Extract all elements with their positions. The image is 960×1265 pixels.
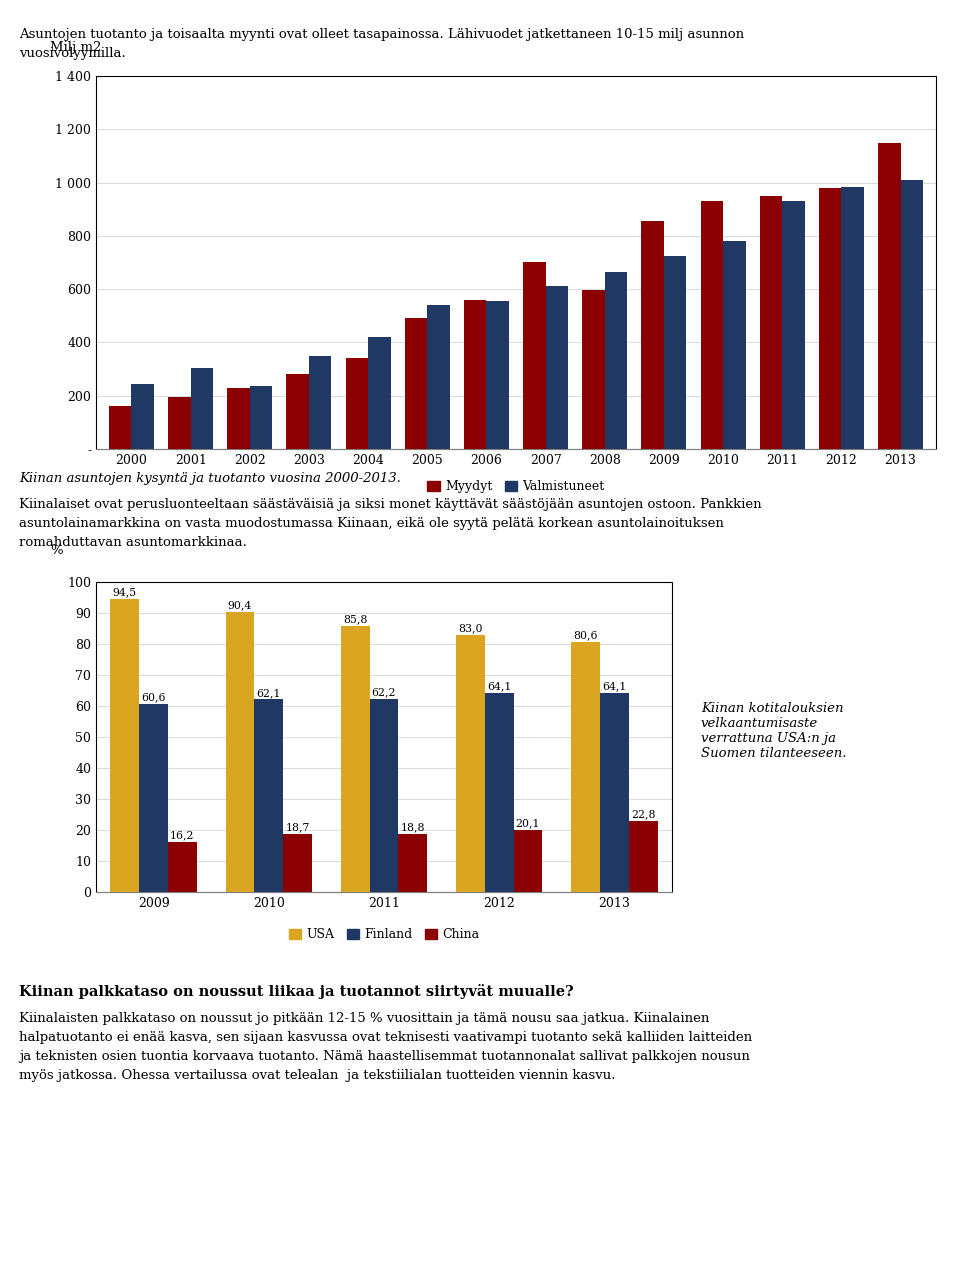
Bar xyxy=(405,319,427,449)
Bar xyxy=(309,355,331,449)
Text: Kiinan palkkataso on noussut liikaa ja tuotannot siirtyvät muualle?: Kiinan palkkataso on noussut liikaa ja t… xyxy=(19,984,574,999)
Bar xyxy=(641,221,664,449)
Text: ja teknisten osien tuontia korvaava tuotanto. Nämä haastellisemmat tuotannonalat: ja teknisten osien tuontia korvaava tuot… xyxy=(19,1050,750,1063)
Bar xyxy=(664,256,686,449)
Text: 18,8: 18,8 xyxy=(400,822,425,832)
Text: 64,1: 64,1 xyxy=(487,682,512,692)
Text: asuntolainamarkkina on vasta muodostumassa Kiinaan, eikä ole syytä pelätä korkea: asuntolainamarkkina on vasta muodostumas… xyxy=(19,517,724,530)
Text: Asuntojen tuotanto ja toisaalta myynti ovat olleet tasapainossa. Lähivuodet jatk: Asuntojen tuotanto ja toisaalta myynti o… xyxy=(19,28,744,40)
Text: 16,2: 16,2 xyxy=(170,830,195,840)
Text: halpatuotanto ei enää kasva, sen sijaan kasvussa ovat teknisesti vaativampi tuot: halpatuotanto ei enää kasva, sen sijaan … xyxy=(19,1031,753,1044)
Text: 22,8: 22,8 xyxy=(631,810,656,820)
Bar xyxy=(132,383,154,449)
Bar xyxy=(485,693,514,892)
Text: 80,6: 80,6 xyxy=(573,630,598,640)
Bar xyxy=(427,305,449,449)
Bar xyxy=(782,201,804,449)
Text: 62,2: 62,2 xyxy=(372,687,396,697)
Text: Kiinalaiset ovat perusluonteeltaan säästäväisiä ja siksi monet käyttävät säästöj: Kiinalaiset ovat perusluonteeltaan sääst… xyxy=(19,498,762,511)
Bar xyxy=(456,635,485,892)
Bar xyxy=(571,643,600,892)
Bar xyxy=(605,272,627,449)
Bar xyxy=(900,180,923,449)
Bar xyxy=(346,358,368,449)
Bar xyxy=(370,700,398,892)
Bar xyxy=(487,301,509,449)
Bar xyxy=(514,830,542,892)
Bar xyxy=(96,582,672,892)
Bar xyxy=(398,834,427,892)
Bar xyxy=(168,397,191,449)
Bar xyxy=(341,626,370,892)
Bar xyxy=(723,242,746,449)
Bar xyxy=(759,196,782,449)
Bar xyxy=(701,201,723,449)
Bar xyxy=(286,374,309,449)
Text: Kiinalaisten palkkataso on noussut jo pitkään 12-15 % vuosittain ja tämä nousu s: Kiinalaisten palkkataso on noussut jo pi… xyxy=(19,1012,709,1025)
Text: 60,6: 60,6 xyxy=(141,692,166,702)
Bar xyxy=(464,300,487,449)
Text: vuosivolyymilla.: vuosivolyymilla. xyxy=(19,47,126,59)
Text: Kiinan asuntojen kysyntä ja tuotanto vuosina 2000-2013.: Kiinan asuntojen kysyntä ja tuotanto vuo… xyxy=(19,472,401,484)
Bar xyxy=(841,186,864,449)
Text: 83,0: 83,0 xyxy=(458,624,483,632)
Bar xyxy=(228,388,250,449)
Text: Kiinan kotitalouksien
velkaantumisaste
verrattuna USA:n ja
Suomen tilanteeseen.: Kiinan kotitalouksien velkaantumisaste v… xyxy=(701,702,847,760)
Text: Milj m2: Milj m2 xyxy=(50,40,101,53)
Bar xyxy=(168,841,197,892)
Bar xyxy=(226,612,254,892)
Text: 90,4: 90,4 xyxy=(228,600,252,610)
Bar xyxy=(545,286,568,449)
Bar xyxy=(583,291,605,449)
Bar xyxy=(139,705,168,892)
Bar xyxy=(110,598,139,892)
Bar xyxy=(191,368,213,449)
Text: 64,1: 64,1 xyxy=(602,682,627,692)
Text: 62,1: 62,1 xyxy=(256,688,281,698)
Bar xyxy=(878,143,900,449)
Bar xyxy=(368,336,391,449)
Text: 94,5: 94,5 xyxy=(112,587,137,597)
Bar xyxy=(819,187,841,449)
Text: 20,1: 20,1 xyxy=(516,818,540,829)
Bar xyxy=(96,76,936,449)
Bar xyxy=(629,821,658,892)
Bar xyxy=(109,406,132,449)
Text: 18,7: 18,7 xyxy=(285,822,310,832)
Bar xyxy=(283,834,312,892)
Bar xyxy=(523,263,545,449)
Bar xyxy=(600,693,629,892)
Text: 85,8: 85,8 xyxy=(343,615,368,625)
Bar xyxy=(254,700,283,892)
Text: %: % xyxy=(50,544,62,557)
Text: myös jatkossa. Ohessa vertailussa ovat telealan  ja tekstiilialan tuotteiden vie: myös jatkossa. Ohessa vertailussa ovat t… xyxy=(19,1069,615,1082)
Legend: Myydyt, Valmistuneet: Myydyt, Valmistuneet xyxy=(427,481,605,493)
Legend: USA, Finland, China: USA, Finland, China xyxy=(289,929,479,941)
Text: romahduttavan asuntomarkkinaa.: romahduttavan asuntomarkkinaa. xyxy=(19,536,247,549)
Bar xyxy=(250,386,273,449)
